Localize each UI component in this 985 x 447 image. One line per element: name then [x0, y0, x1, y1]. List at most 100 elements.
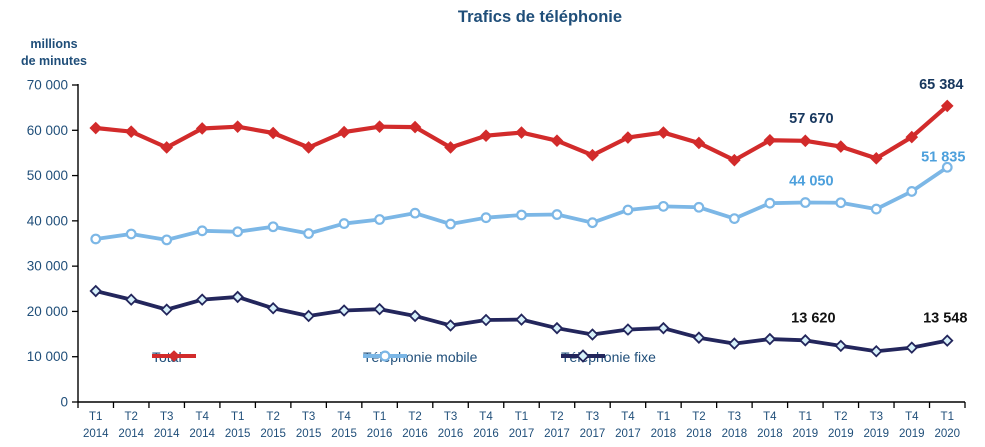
series-2-point — [266, 301, 280, 315]
series-0-point — [337, 125, 351, 139]
series-0-point — [124, 125, 138, 138]
series-0-point — [479, 129, 493, 143]
series-2-point — [515, 313, 528, 326]
y-tick-label: 0 — [60, 395, 68, 410]
series-2-point — [621, 323, 635, 336]
x-tick-label-year: 2019 — [864, 428, 890, 440]
y-tick-label: 10 000 — [27, 349, 68, 364]
series-1-point — [799, 197, 811, 208]
series-1-point — [587, 217, 598, 229]
series-0-point — [160, 141, 174, 154]
data-label: 13 620 — [791, 310, 835, 326]
x-tick-label-quarter: T4 — [621, 411, 635, 423]
x-tick-label-quarter: T3 — [160, 411, 173, 423]
x-tick-label-year: 2015 — [331, 428, 357, 440]
x-tick-label-quarter: T1 — [657, 411, 670, 423]
series-2-point — [834, 339, 848, 353]
series-1-point — [551, 209, 563, 220]
x-tick-label-quarter: T3 — [728, 411, 741, 423]
series-1-point — [480, 212, 492, 224]
x-tick-label-year: 2018 — [686, 428, 712, 440]
data-label: 51 835 — [921, 149, 965, 165]
x-tick-label-quarter: T3 — [444, 411, 457, 423]
series-1-point — [728, 213, 740, 224]
series-2-point — [479, 313, 493, 327]
x-tick-label-year: 2015 — [225, 428, 251, 440]
series-0-point — [940, 99, 954, 113]
series-1-point — [90, 233, 102, 245]
y-tick-label: 20 000 — [27, 304, 68, 319]
x-tick-label-year: 2017 — [580, 428, 606, 440]
x-tick-label-year: 2014 — [154, 428, 180, 440]
series-1-point — [622, 204, 634, 216]
x-tick-label-year: 2014 — [83, 428, 109, 440]
x-tick-label-year: 2019 — [793, 428, 819, 440]
y-tick-label: 60 000 — [27, 123, 68, 138]
x-tick-label-year: 2016 — [438, 428, 464, 440]
y-axis-unit-label: millions de minutes — [10, 36, 98, 70]
series-2-point — [763, 332, 777, 346]
x-tick-label-quarter: T4 — [905, 411, 919, 423]
series-2-point — [692, 331, 706, 344]
x-tick-label-year: 2016 — [402, 428, 428, 440]
series-2-point — [195, 293, 209, 306]
y-tick-label: 50 000 — [27, 168, 68, 183]
x-tick-label-quarter: T3 — [870, 411, 883, 423]
x-tick-label-quarter: T1 — [515, 411, 528, 423]
series-0-point — [763, 133, 777, 147]
series-1-point — [835, 197, 847, 209]
x-tick-label-year: 2017 — [615, 428, 641, 440]
series-0-point — [728, 153, 741, 167]
series-2-point — [728, 337, 741, 350]
series-0-point — [266, 126, 280, 140]
series-1-point — [941, 161, 953, 173]
x-tick-label-year: 2019 — [828, 428, 854, 440]
x-tick-label-quarter: T1 — [941, 411, 954, 423]
x-tick-label-year: 2018 — [722, 428, 748, 440]
series-2-point — [124, 293, 138, 306]
x-tick-label-year: 2017 — [544, 428, 570, 440]
x-tick-label-year: 2018 — [651, 428, 677, 440]
x-tick-label-year: 2018 — [757, 428, 783, 440]
series-1-point — [516, 209, 527, 221]
x-tick-label-quarter: T2 — [125, 411, 138, 423]
series-1-point — [445, 218, 456, 230]
series-0-point — [302, 141, 315, 154]
x-tick-label-year: 2015 — [260, 428, 286, 440]
x-tick-label-year: 2016 — [473, 428, 499, 440]
x-tick-label-quarter: T4 — [479, 411, 493, 423]
x-tick-label-quarter: T1 — [89, 411, 102, 423]
x-tick-label-quarter: T3 — [302, 411, 315, 423]
series-0-point — [89, 121, 103, 135]
series-1-point — [693, 201, 705, 213]
x-tick-label-year: 2020 — [934, 428, 960, 440]
series-1-point — [196, 225, 208, 237]
series-2-point — [657, 321, 670, 335]
series-2-point — [408, 309, 422, 323]
data-label: 44 050 — [789, 174, 833, 190]
series-0-point — [621, 131, 635, 144]
y-tick-label: 40 000 — [27, 213, 68, 228]
data-label: 13 548 — [923, 311, 967, 327]
series-2-point — [905, 341, 919, 354]
x-tick-label-quarter: T1 — [231, 411, 244, 423]
x-tick-label-quarter: T3 — [586, 411, 599, 423]
series-2-point — [373, 302, 386, 316]
series-0-point — [373, 120, 386, 133]
series-0-point — [905, 130, 919, 144]
x-tick-label-quarter: T2 — [834, 411, 847, 423]
y-axis-unit-line1: millions — [30, 37, 78, 51]
x-tick-label-quarter: T2 — [408, 411, 421, 423]
series-1-point — [338, 218, 350, 229]
x-tick-label-year: 2014 — [189, 428, 215, 440]
x-tick-label-quarter: T2 — [266, 411, 279, 423]
x-tick-label-quarter: T4 — [763, 411, 777, 423]
series-0-point — [231, 120, 244, 133]
y-tick-label: 30 000 — [27, 259, 68, 274]
series-0-point — [444, 141, 457, 154]
series-0-point — [550, 134, 564, 148]
y-axis-unit-line2: de minutes — [21, 54, 87, 68]
x-tick-label-quarter: T1 — [373, 411, 386, 423]
